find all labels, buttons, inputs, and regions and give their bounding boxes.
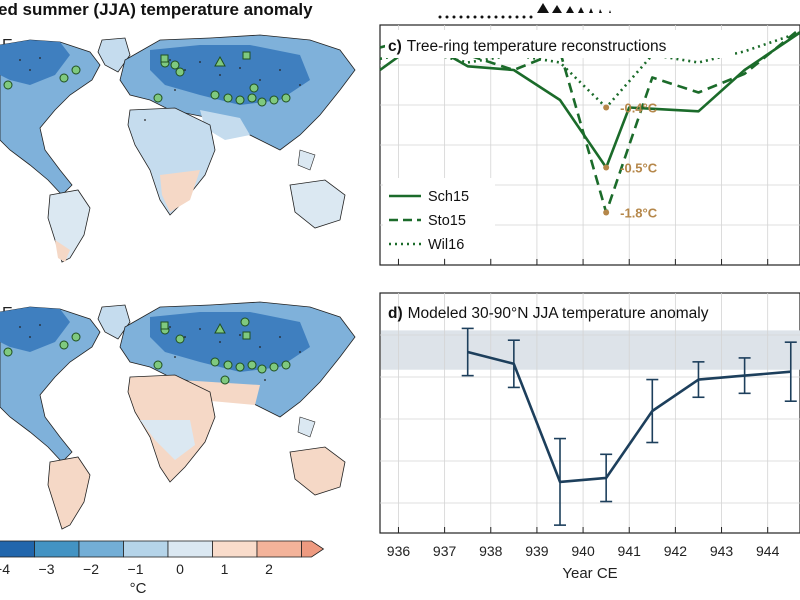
annotation-point-0 — [603, 104, 610, 111]
x-tick-label-942: 942 — [664, 543, 688, 559]
x-tick-label-943: 943 — [710, 543, 734, 559]
map-bottom-south-america — [47, 456, 91, 530]
panel-c-letter: c) — [388, 38, 402, 55]
panel-d-band — [381, 330, 800, 370]
annotation-point-2 — [603, 209, 610, 216]
map-top-greenland — [97, 37, 131, 73]
map-bottom-australia — [289, 446, 346, 496]
panel-d: d) Modeled 30-90°N JJA temperature anomal… — [379, 292, 800, 582]
panel-d-letter: d) — [388, 305, 403, 322]
legend-label-sch15: Sch15 — [428, 189, 469, 205]
colorbar-segment-1 — [34, 540, 80, 558]
error-bar-1 — [507, 339, 520, 389]
error-bar-7 — [784, 341, 797, 402]
annotation-label-2: -1.8°C — [620, 206, 658, 221]
colorbar-segment-5 — [212, 540, 258, 558]
map-top-stipple — [19, 57, 301, 121]
error-bar-4 — [646, 378, 659, 444]
colorbar-tick-3: −1 — [128, 561, 144, 577]
x-tick-label-938: 938 — [479, 543, 503, 559]
error-bar-0 — [461, 327, 474, 377]
panel-d-series — [461, 327, 797, 526]
panel-d-xticks: 936 937 938 939 940 941 942 943 944 — [387, 543, 780, 559]
colorbar-tick-4: 0 — [176, 561, 184, 577]
map-top-markers — [3, 51, 291, 107]
panel-c-title-text: Tree-ring temperature reconstructions — [407, 38, 667, 55]
map-top-australia — [289, 179, 346, 229]
colorbar-arrow — [301, 540, 325, 558]
legend-label-sto15: Sto15 — [428, 213, 466, 229]
colorbar-tick-1: −3 — [39, 561, 55, 577]
colorbar-tick-5: 1 — [221, 561, 229, 577]
reference-band — [381, 330, 800, 370]
annotation-label-0: -0.4°C — [620, 101, 658, 116]
x-tick-label-941: 941 — [618, 543, 642, 559]
error-bar-3 — [600, 453, 613, 503]
colorbar-segment-0 — [0, 540, 35, 558]
colorbar-tick-0: −4 — [0, 561, 10, 577]
x-tick-label-939: 939 — [525, 543, 549, 559]
panel-d-grid — [380, 293, 800, 533]
x-tick-label-940: 940 — [571, 543, 595, 559]
panel-c-title: c) Tree-ring temperature reconstructions — [388, 38, 667, 55]
legend-label-wil16: Wil16 — [428, 237, 464, 253]
panel-c-annotations: -0.4°C -0.5°C -1.8°C — [603, 101, 658, 221]
colorbar-segment-2 — [78, 540, 124, 558]
error-bar-2 — [554, 437, 566, 526]
panel-d-xlabel: Year CE — [562, 565, 617, 582]
map-bottom-markers — [3, 317, 291, 385]
model-line — [467, 350, 791, 484]
x-tick-label-944: 944 — [756, 543, 780, 559]
colorbar: −4 −3 −2 −1 0 1 2 — [0, 540, 325, 577]
panel-d-title: d) Modeled 30-90°N JJA temperature anomal… — [388, 305, 709, 322]
map-bottom-greenland — [97, 304, 131, 340]
map-bottom: E — [0, 301, 356, 530]
x-tick-label-936: 936 — [387, 543, 411, 559]
panel-d-title-text: Modeled 30-90°N JJA temperature anomaly — [408, 305, 709, 322]
error-bar-6 — [738, 357, 751, 395]
figure-title: ed summer (JJA) temperature anomaly — [0, 0, 313, 19]
triangle-row-icon — [537, 3, 611, 13]
panel-c-title-bg — [385, 30, 735, 58]
annotation-point-1 — [603, 164, 610, 171]
colorbar-unit: °C — [130, 580, 147, 597]
colorbar-segment-3 — [123, 540, 169, 558]
panel-c-legend: Sch15 Sto15 Wil16 — [383, 178, 495, 258]
colorbar-tick-6: 2 — [265, 561, 273, 577]
annotation-label-1: -0.5°C — [620, 161, 658, 176]
panel-d-frame — [379, 292, 800, 534]
error-bar-5 — [692, 361, 705, 399]
colorbar-segment-6 — [256, 540, 302, 558]
colorbar-tick-2: −2 — [83, 561, 99, 577]
map-top: E — [0, 34, 356, 263]
panel-c: -0.4°C -0.5°C -1.8°C c) Tree-ring temperatu… — [379, 24, 800, 266]
colorbar-segment-4 — [167, 540, 213, 558]
top-marker-row — [438, 3, 611, 19]
x-tick-label-937: 937 — [433, 543, 457, 559]
dot-row-icon — [438, 15, 533, 19]
